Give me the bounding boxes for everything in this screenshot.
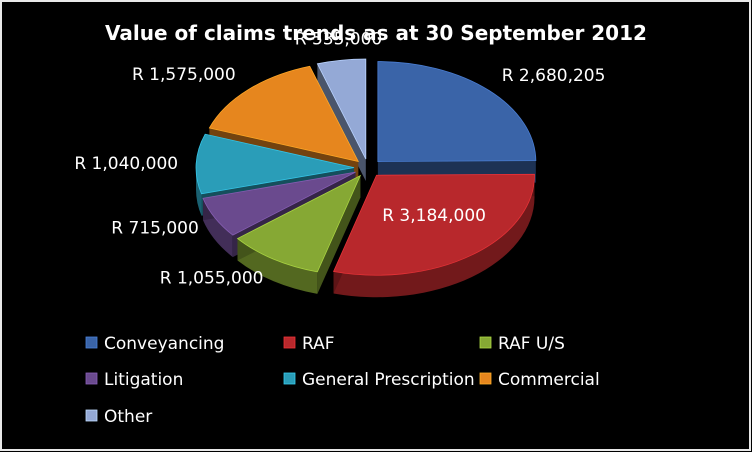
- legend: Conveyancing RAF RAF U/S Litigation General …: [85, 334, 600, 427]
- legend-item-litigation: Litigation: [85, 370, 183, 390]
- legend-item-raf-u-s: RAF U/S: [479, 334, 565, 354]
- legend-label: General Prescription: [302, 370, 475, 390]
- data-label-general-prescription: R 1,040,000: [74, 154, 178, 174]
- data-labels: R 2,680,205 R 3,184,000 R 1,055,000 R 715,0…: [74, 30, 605, 289]
- pie-slice-top: [195, 133, 355, 195]
- pie-slice-top: [377, 61, 537, 162]
- pie-slice-top: [333, 173, 535, 276]
- data-label-other: R 535,000: [295, 30, 383, 50]
- pie-slice-wall: [317, 175, 361, 294]
- legend-swatch: [85, 372, 98, 385]
- data-label-commercial: R 1,575,000: [132, 65, 236, 85]
- legend-item-other: Other: [85, 407, 152, 427]
- legend-swatch: [283, 372, 296, 385]
- pie-slices: [195, 58, 537, 298]
- data-label-conveyancing: R 2,680,205: [502, 66, 606, 86]
- pie-slice-top: [208, 65, 359, 163]
- legend-item-general-prescription: General Prescription: [283, 370, 475, 390]
- pie-slice-top: [316, 58, 367, 160]
- data-label-raf-u-s: R 1,055,000: [160, 269, 264, 289]
- pie-slice-top: [202, 171, 356, 236]
- legend-label: RAF U/S: [498, 334, 565, 354]
- legend-swatch: [479, 372, 492, 385]
- pie-slice-top: [236, 174, 362, 273]
- legend-swatch: [283, 336, 296, 349]
- legend-swatch: [479, 336, 492, 349]
- pie-slice-raf: [333, 173, 535, 298]
- pie-slice-side: [333, 175, 535, 298]
- data-label-raf: R 3,184,000: [382, 206, 486, 226]
- legend-label: Commercial: [498, 370, 600, 390]
- legend-item-conveyancing: Conveyancing: [85, 334, 224, 354]
- legend-item-raf: RAF: [283, 334, 335, 354]
- legend-label: Litigation: [104, 370, 183, 390]
- legend-label: Conveyancing: [104, 334, 224, 354]
- chart-title: Value of claims trends as at 30 Septembe…: [105, 21, 647, 45]
- legend-swatch: [85, 336, 98, 349]
- pie-slice-side: [196, 167, 202, 216]
- legend-label: Other: [104, 407, 152, 427]
- pie-slice-raf-u-s: [236, 174, 362, 294]
- pie-slice-side: [237, 238, 318, 294]
- legend-item-commercial: Commercial: [479, 370, 600, 390]
- legend-label: RAF: [302, 334, 335, 354]
- data-label-litigation: R 715,000: [111, 219, 199, 239]
- legend-swatch: [85, 409, 98, 422]
